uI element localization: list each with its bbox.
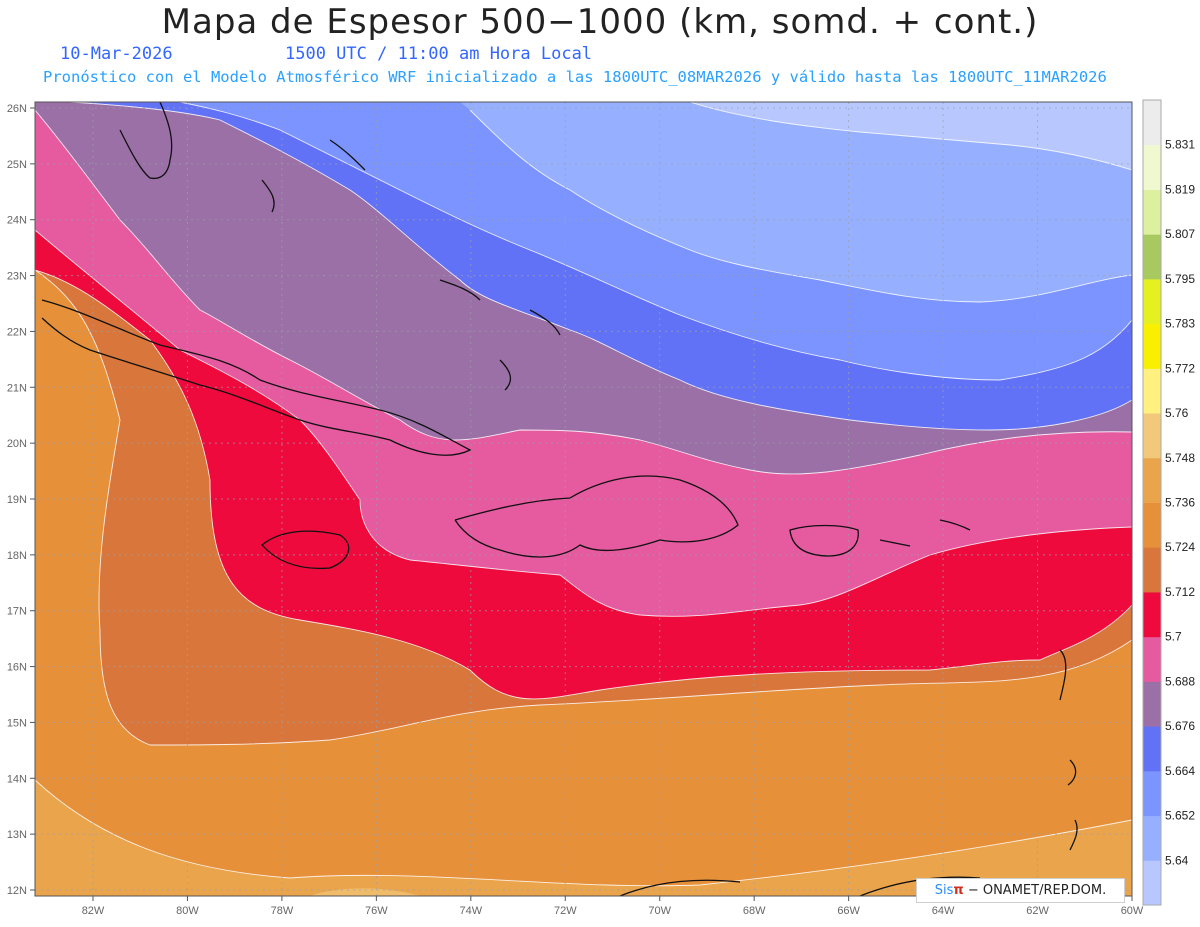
florida-coast <box>119 102 173 180</box>
legend-swatch <box>1143 368 1161 414</box>
legend-swatch <box>1143 100 1161 146</box>
lat-tick-label: 24N <box>7 215 27 227</box>
legend-level-label: 5.795 <box>1165 272 1195 286</box>
hispaniola-coast <box>454 475 739 558</box>
legend-swatch <box>1143 591 1161 638</box>
legend-swatch <box>1143 547 1161 593</box>
bahamas-3 <box>439 279 481 301</box>
lat-tick-label: 17N <box>7 606 27 618</box>
legend-frame <box>1142 99 1162 906</box>
longitude-axis: 82W 80W 78W 76W 74W 72W 70W 68W 66W 64W 62W 60W <box>82 896 1144 917</box>
lat-tick-label: 21N <box>7 382 27 394</box>
lon-tick-label: 62W <box>1026 905 1049 917</box>
legend-level-label: 5.652 <box>1165 809 1195 823</box>
cuba-coast <box>41 299 472 456</box>
bahamas-2 <box>329 139 366 171</box>
lat-tick-label: 16N <box>7 662 27 674</box>
vi-islands <box>879 519 971 547</box>
color-legend: 5.64 5.652 5.664 5.676 5.688 5.7 5.712 5.724 5.7… <box>1142 99 1195 906</box>
legend-swatch <box>1143 815 1161 861</box>
legend-swatch <box>1143 502 1161 548</box>
latitude-axis: 26N 25N 24N 23N 22N 21N 20N 19N 18N 17N 16N 15N 14N 1… <box>7 103 35 897</box>
map-title: Mapa de Espesor 500−1000 (km, somd. + co… <box>161 2 1039 42</box>
legend-level-label: 5.783 <box>1165 317 1195 331</box>
legend-swatch <box>1143 770 1161 817</box>
legend-swatch <box>1143 726 1161 772</box>
lat-tick-label: 25N <box>7 159 27 171</box>
legend-level-label: 5.748 <box>1165 451 1195 465</box>
credit-org: − ONAMET/REP.DOM. <box>967 883 1107 898</box>
lat-tick-label: 12N <box>7 885 27 897</box>
lon-tick-label: 72W <box>554 905 577 917</box>
lesser-antilles <box>1059 649 1078 851</box>
bahamas-5 <box>529 309 561 336</box>
lon-tick-label: 74W <box>460 905 483 917</box>
lon-tick-label: 68W <box>743 905 766 917</box>
legend-swatch <box>1143 323 1161 369</box>
legend-level-label: 5.724 <box>1165 540 1195 554</box>
coastlines <box>41 102 1078 896</box>
band-5-652 <box>460 102 1132 302</box>
band-5-748-small <box>310 888 420 896</box>
puerto-rico-coast <box>789 524 859 557</box>
band-5-748 <box>35 780 1132 896</box>
legend-level-label: 5.736 <box>1165 496 1195 510</box>
bahamas-4 <box>499 359 512 391</box>
legend-level-label: 5.676 <box>1165 719 1195 733</box>
legend-level-label: 5.831 <box>1165 138 1195 152</box>
lon-tick-label: 78W <box>271 905 294 917</box>
lat-tick-label: 20N <box>7 438 27 450</box>
legend-swatch <box>1143 413 1161 459</box>
grid-lines <box>35 102 1132 896</box>
legend-level-label: 5.819 <box>1165 182 1195 196</box>
valid-date: 10-Mar-2026 <box>60 44 173 64</box>
lat-tick-label: 13N <box>7 829 27 841</box>
lat-tick-label: 15N <box>7 717 27 729</box>
lat-tick-label: 22N <box>7 326 27 338</box>
lon-tick-label: 66W <box>837 905 860 917</box>
lon-tick-label: 64W <box>932 905 955 917</box>
credit-badge: Sisπ − ONAMET/REP.DOM. <box>916 878 1125 903</box>
legend-level-label: 5.64 <box>1165 853 1189 867</box>
legend-swatch <box>1143 681 1161 727</box>
bahamas-1 <box>261 179 275 213</box>
map-plot-area <box>35 102 1132 896</box>
legend-swatch <box>1143 860 1161 906</box>
legend-swatch <box>1143 189 1161 235</box>
legend-swatch <box>1143 144 1161 190</box>
jamaica-coast <box>261 530 350 570</box>
legend-swatch <box>1143 636 1161 682</box>
legend-level-label: 5.664 <box>1165 764 1195 778</box>
lat-tick-label: 18N <box>7 550 27 562</box>
legend-level-label: 5.772 <box>1165 361 1195 375</box>
legend-level-label: 5.688 <box>1165 674 1195 688</box>
valid-time: 1500 UTC / 11:00 am Hora Local <box>285 44 593 64</box>
legend-level-label: 5.7 <box>1165 630 1182 644</box>
legend-level-label: 5.807 <box>1165 227 1195 241</box>
lat-tick-label: 23N <box>7 271 27 283</box>
credit-pi: π <box>953 883 964 898</box>
forecast-note: Pronóstico con el Modelo Atmosférico WRF… <box>43 68 1107 86</box>
lon-tick-label: 82W <box>82 905 105 917</box>
legend-swatch <box>1143 278 1161 325</box>
legend-level-label: 5.712 <box>1165 585 1195 599</box>
lon-tick-label: 80W <box>176 905 199 917</box>
legend-swatch <box>1143 457 1161 503</box>
lat-tick-label: 14N <box>7 773 27 785</box>
credit-sis: Sis <box>934 883 954 898</box>
contour-lines <box>35 102 1132 887</box>
lon-tick-label: 76W <box>365 905 388 917</box>
legend-swatch <box>1143 234 1161 280</box>
lat-tick-label: 26N <box>7 103 27 115</box>
lon-tick-label: 70W <box>648 905 671 917</box>
lat-tick-label: 19N <box>7 494 27 506</box>
legend-level-label: 5.76 <box>1165 406 1189 420</box>
lon-tick-label: 60W <box>1121 905 1144 917</box>
